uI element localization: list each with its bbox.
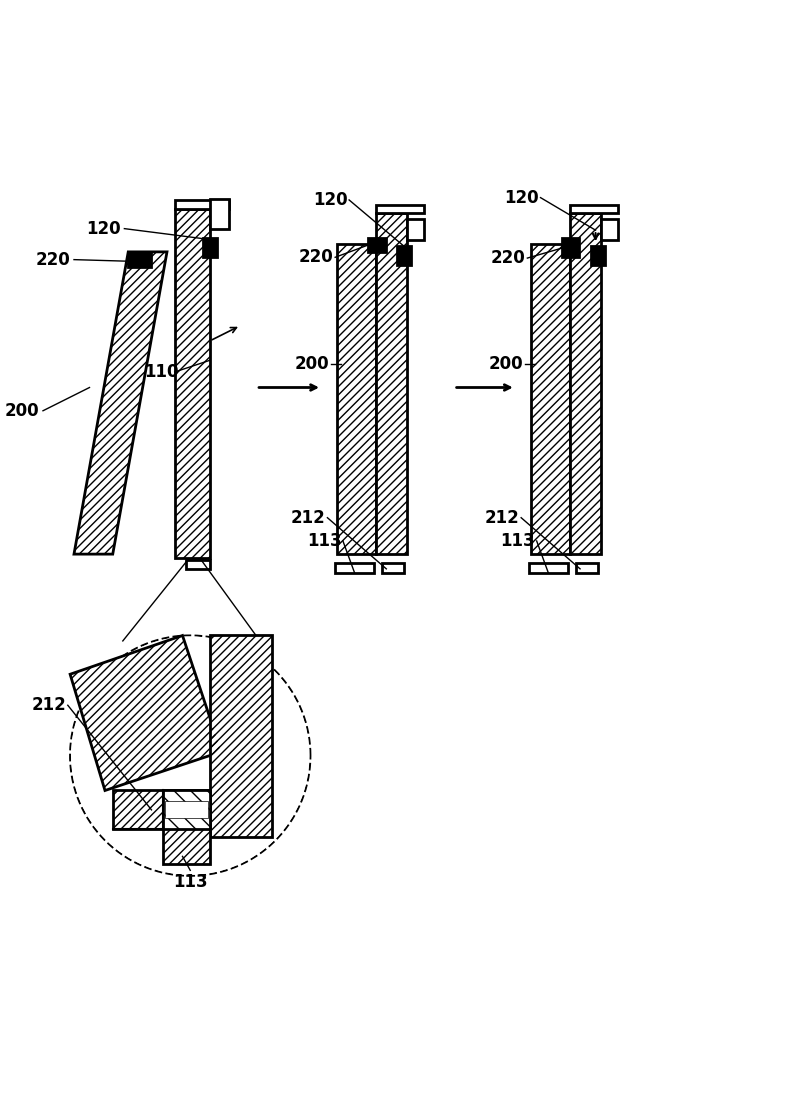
Text: 212: 212 xyxy=(485,509,520,527)
Bar xyxy=(601,219,618,240)
Bar xyxy=(210,199,229,229)
Text: 200: 200 xyxy=(489,355,523,373)
Bar xyxy=(576,564,598,573)
Text: 220: 220 xyxy=(35,251,70,269)
Polygon shape xyxy=(210,635,272,837)
Text: 212: 212 xyxy=(291,509,326,527)
Text: 113: 113 xyxy=(501,532,535,550)
Bar xyxy=(128,252,151,268)
Bar xyxy=(531,244,570,555)
Bar xyxy=(591,246,605,266)
Bar xyxy=(174,210,210,558)
Text: 120: 120 xyxy=(313,191,347,209)
Bar xyxy=(570,213,601,555)
Bar xyxy=(376,213,407,555)
Text: 212: 212 xyxy=(31,696,66,714)
Bar xyxy=(407,219,424,240)
Bar xyxy=(338,244,376,555)
Bar xyxy=(529,564,568,573)
Text: 220: 220 xyxy=(299,248,334,267)
Polygon shape xyxy=(113,790,210,864)
Text: 110: 110 xyxy=(144,363,178,381)
Polygon shape xyxy=(74,252,167,555)
Text: 113: 113 xyxy=(173,873,207,891)
Bar xyxy=(382,564,404,573)
Bar xyxy=(570,205,618,213)
Bar xyxy=(376,213,407,555)
Bar xyxy=(166,800,208,818)
Bar xyxy=(338,244,376,555)
Polygon shape xyxy=(70,635,222,790)
Bar xyxy=(570,213,601,555)
Bar xyxy=(376,205,424,213)
Text: 200: 200 xyxy=(5,402,39,420)
Bar xyxy=(335,564,374,573)
Bar xyxy=(531,244,570,555)
Bar xyxy=(369,238,386,252)
Text: 220: 220 xyxy=(491,249,526,267)
Bar xyxy=(174,210,210,558)
Text: 120: 120 xyxy=(86,220,121,238)
Bar xyxy=(397,246,411,266)
Text: 113: 113 xyxy=(306,532,342,550)
Bar xyxy=(174,200,229,210)
Text: 120: 120 xyxy=(504,189,539,206)
Bar xyxy=(203,238,218,258)
Circle shape xyxy=(72,637,309,874)
Polygon shape xyxy=(163,790,210,829)
Bar xyxy=(562,238,579,258)
Text: 200: 200 xyxy=(295,355,330,373)
Bar xyxy=(186,559,210,569)
